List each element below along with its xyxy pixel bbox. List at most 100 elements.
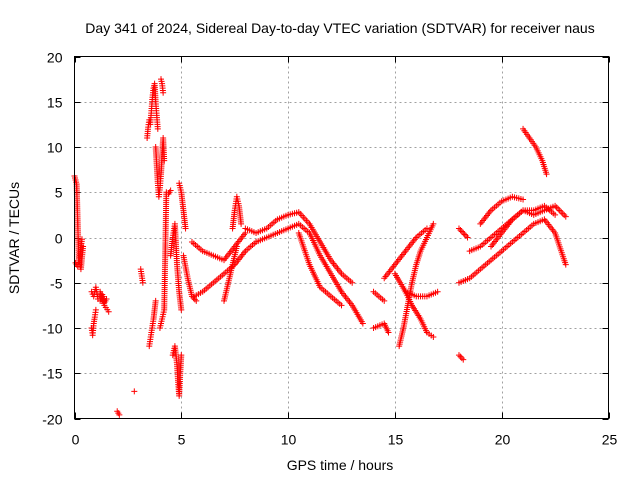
data-point: [460, 229, 467, 236]
series-t7: [137, 266, 146, 286]
data-point: [423, 225, 430, 232]
series-t2: [88, 306, 99, 339]
data-point: [152, 297, 159, 304]
data-point: [543, 171, 550, 178]
series-t30: [455, 225, 471, 241]
series-t21: [242, 209, 356, 286]
y-tick-label: -5: [50, 276, 63, 292]
data-point: [464, 234, 471, 241]
series-t8: [144, 80, 161, 141]
data-point: [233, 243, 240, 250]
data-point: [559, 210, 566, 217]
data-point: [385, 329, 392, 336]
data-point: [458, 355, 465, 362]
data-point: [167, 187, 174, 194]
series-t6: [131, 388, 138, 395]
data-point: [461, 231, 468, 238]
data-point: [238, 220, 245, 227]
series-t36: [520, 125, 550, 178]
y-tick-label: -10: [42, 321, 62, 337]
series-t23: [295, 229, 345, 309]
data-point: [182, 225, 189, 232]
data-point: [191, 296, 198, 303]
series-t10: [152, 134, 168, 200]
data-point: [139, 279, 146, 286]
data-point: [553, 204, 560, 211]
series-t34: [477, 193, 527, 227]
x-tick-label: 15: [388, 432, 404, 448]
data-points: [71, 76, 569, 418]
data-point: [178, 306, 185, 313]
data-point: [381, 297, 388, 304]
series-t32: [455, 216, 569, 286]
data-point: [457, 226, 464, 233]
data-point: [430, 334, 437, 341]
data-point: [552, 211, 559, 218]
series-t15: [176, 180, 189, 232]
x-tick-label: 25: [602, 432, 618, 448]
data-point: [457, 353, 464, 360]
data-point: [78, 236, 85, 243]
series-t25: [370, 320, 392, 336]
x-tick-label: 5: [178, 432, 186, 448]
data-point: [105, 308, 112, 315]
series-t26: [381, 225, 430, 282]
series-t22: [253, 220, 366, 327]
x-tick-label: 0: [72, 432, 80, 448]
data-point: [458, 228, 465, 235]
plot-frame: [74, 56, 609, 419]
data-point: [338, 302, 345, 309]
series-t27: [396, 220, 437, 350]
series-t17: [188, 229, 249, 264]
data-point: [160, 89, 167, 96]
series-t31: [455, 352, 467, 363]
data-point: [558, 209, 565, 216]
x-axis-label: GPS time / hours: [287, 457, 394, 473]
series-t24: [370, 288, 388, 304]
data-point: [349, 279, 356, 286]
data-point: [562, 261, 569, 268]
data-point: [455, 352, 462, 359]
data-point: [460, 356, 467, 363]
y-axis-label: SDTVAR / TECUs: [6, 182, 22, 294]
series-t1: [72, 236, 85, 270]
series-t11: [158, 76, 167, 96]
series-t12: [156, 187, 174, 331]
data-point: [178, 352, 185, 359]
data-point: [434, 288, 441, 295]
y-tick-label: 15: [47, 95, 63, 111]
data-point: [92, 306, 99, 313]
data-point: [131, 388, 138, 395]
series-t4: [97, 288, 112, 315]
data-point: [455, 225, 462, 232]
series-t5: [114, 408, 123, 418]
data-point: [193, 297, 200, 304]
data-point: [161, 157, 168, 164]
data-point: [154, 125, 161, 132]
x-tick-label: 20: [495, 432, 511, 448]
data-point: [463, 232, 470, 239]
data-point: [555, 205, 562, 212]
data-point: [430, 220, 437, 227]
tick-labels: 0 5 10 15 20 25 -20 -15 -10 -5 0 5 10 15 20: [42, 50, 617, 448]
series-t29: [402, 288, 437, 341]
series-t3: [88, 284, 110, 306]
data-point: [116, 411, 123, 418]
series-t13: [169, 343, 185, 399]
y-tick-label: 20: [47, 50, 63, 66]
series-t9: [146, 297, 159, 350]
series-t19: [229, 193, 245, 232]
data-point: [103, 296, 110, 303]
data-point: [359, 320, 366, 327]
series-t20: [221, 243, 240, 304]
series-t35: [488, 202, 569, 250]
y-tick-label: -20: [42, 412, 62, 428]
y-tick-label: -15: [42, 366, 62, 382]
data-point: [520, 196, 527, 203]
series-t14: [167, 220, 185, 313]
y-tick-label: 10: [47, 140, 63, 156]
y-tick-label: 0: [55, 231, 63, 247]
x-tick-label: 10: [281, 432, 297, 448]
data-point: [556, 207, 563, 214]
